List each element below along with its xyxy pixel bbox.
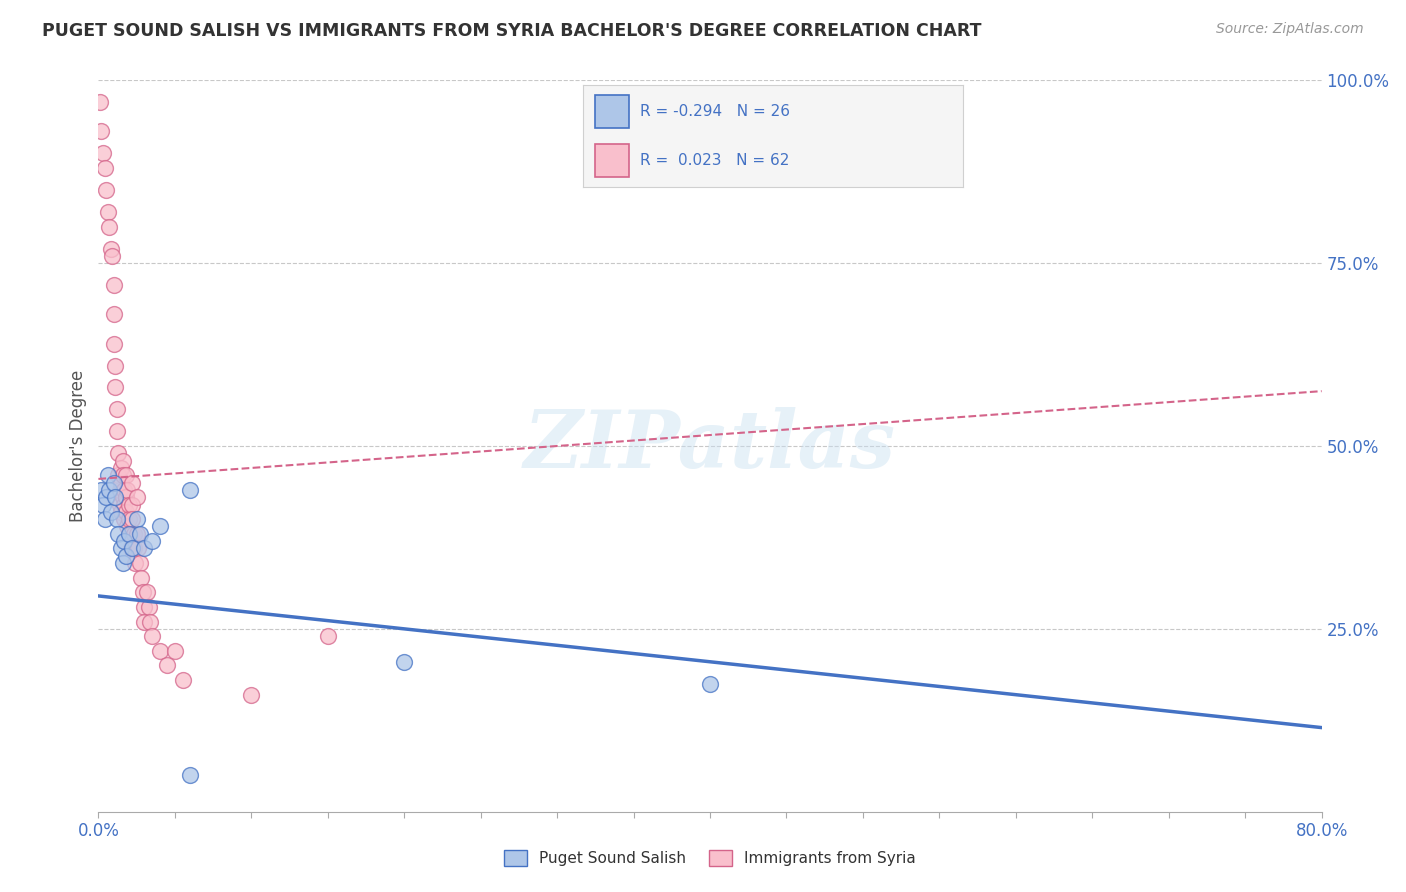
Point xyxy=(125,526,148,541)
Point xyxy=(240,688,263,702)
Point xyxy=(107,468,129,483)
Point xyxy=(100,242,122,256)
Point xyxy=(100,505,122,519)
Point xyxy=(163,644,186,658)
Point xyxy=(115,549,138,563)
Point xyxy=(699,676,721,690)
Point xyxy=(127,541,149,556)
Text: R = -0.294   N = 26: R = -0.294 N = 26 xyxy=(641,103,790,119)
Point xyxy=(121,498,143,512)
Point xyxy=(104,380,127,394)
Point xyxy=(122,526,145,541)
Point xyxy=(117,483,139,497)
Point xyxy=(111,468,134,483)
Bar xyxy=(595,145,628,177)
Point xyxy=(134,541,156,556)
Point xyxy=(141,629,163,643)
Text: R =  0.023   N = 62: R = 0.023 N = 62 xyxy=(641,153,790,169)
Point xyxy=(111,490,134,504)
Point xyxy=(97,468,120,483)
Point xyxy=(115,490,138,504)
Bar xyxy=(595,95,628,128)
Point xyxy=(120,526,142,541)
Point xyxy=(101,249,124,263)
Point xyxy=(124,556,146,570)
Point xyxy=(91,498,114,512)
Point xyxy=(110,541,132,556)
Y-axis label: Bachelor's Degree: Bachelor's Degree xyxy=(69,370,87,522)
Point xyxy=(90,124,112,138)
Point xyxy=(105,402,128,417)
Point xyxy=(104,490,127,504)
Point xyxy=(141,534,163,549)
Point xyxy=(179,483,201,497)
Point xyxy=(118,498,141,512)
Point xyxy=(103,307,125,321)
Point xyxy=(179,768,201,782)
Point xyxy=(118,512,141,526)
Point xyxy=(172,673,194,687)
Point xyxy=(392,655,416,669)
Point xyxy=(316,629,339,643)
Point xyxy=(108,483,131,497)
Point xyxy=(132,585,155,599)
Text: PUGET SOUND SALISH VS IMMIGRANTS FROM SYRIA BACHELOR'S DEGREE CORRELATION CHART: PUGET SOUND SALISH VS IMMIGRANTS FROM SY… xyxy=(42,22,981,40)
Point xyxy=(149,644,172,658)
Point xyxy=(134,615,156,629)
Point xyxy=(110,461,132,475)
Point xyxy=(97,205,120,219)
Point xyxy=(110,475,132,490)
Legend: Puget Sound Salish, Immigrants from Syria: Puget Sound Salish, Immigrants from Syri… xyxy=(496,842,924,873)
Point xyxy=(110,505,132,519)
Point xyxy=(120,541,142,556)
Point xyxy=(111,453,134,467)
Point xyxy=(122,541,145,556)
Point xyxy=(138,599,160,614)
Point xyxy=(89,95,111,110)
Point xyxy=(156,658,179,673)
Point xyxy=(103,336,125,351)
Point xyxy=(98,219,121,234)
Point xyxy=(134,599,156,614)
Point xyxy=(98,483,121,497)
Point xyxy=(111,556,134,570)
Point xyxy=(129,571,152,585)
Point xyxy=(93,161,115,175)
Point xyxy=(121,475,143,490)
Point xyxy=(115,468,138,483)
Point xyxy=(139,615,162,629)
Point xyxy=(90,483,112,497)
Point xyxy=(94,490,117,504)
Point xyxy=(125,512,148,526)
Point xyxy=(121,541,143,556)
Point xyxy=(117,519,139,533)
Point xyxy=(112,483,135,497)
Point xyxy=(103,475,125,490)
Point xyxy=(128,556,150,570)
Point xyxy=(108,498,131,512)
Point xyxy=(94,183,117,197)
Point xyxy=(125,490,148,504)
Point xyxy=(149,519,172,533)
Point xyxy=(121,512,143,526)
Point xyxy=(107,446,129,460)
Point xyxy=(112,512,135,526)
Point xyxy=(107,526,129,541)
Point xyxy=(115,505,138,519)
Point xyxy=(103,278,125,293)
Point xyxy=(112,534,135,549)
Point xyxy=(91,146,114,161)
Point xyxy=(105,425,128,439)
Point xyxy=(105,512,128,526)
Point xyxy=(136,585,159,599)
Point xyxy=(112,498,135,512)
Point xyxy=(128,526,150,541)
Point xyxy=(118,526,141,541)
Point xyxy=(104,359,127,373)
Text: Source: ZipAtlas.com: Source: ZipAtlas.com xyxy=(1216,22,1364,37)
Text: ZIPatlas: ZIPatlas xyxy=(524,408,896,484)
Point xyxy=(93,512,115,526)
